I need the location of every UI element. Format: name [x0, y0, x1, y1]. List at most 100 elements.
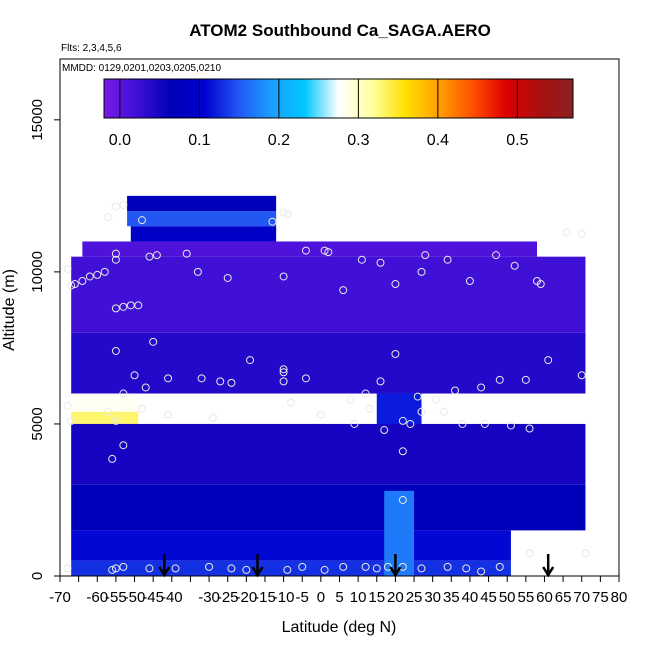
x-tick-label: -40 [161, 589, 183, 606]
x-tick-label: 55 [517, 589, 534, 606]
heatmap-cell [71, 484, 586, 531]
x-tick-label: 75 [592, 589, 609, 606]
sample-point [417, 407, 426, 416]
sample-point [391, 280, 400, 289]
sample-point [316, 410, 325, 419]
sample-point [339, 562, 348, 571]
sample-point [182, 249, 191, 258]
colorbar: 0.0 0.1 0.2 0.3 0.4 0.5 [103, 78, 574, 149]
sample-point [111, 202, 120, 211]
x-tick-label: 70 [573, 589, 590, 606]
x-tick-label: 65 [555, 589, 572, 606]
x-tick-label: -45 [142, 589, 164, 606]
sample-point [242, 565, 251, 574]
sample-point [492, 251, 501, 260]
sample-point [544, 356, 553, 365]
sample-point [451, 386, 460, 395]
x-axis: -70 -60-55-50-45-40 -30-25-20-15-10 -5 0 5 10 1… [49, 576, 627, 606]
heatmap-cell [82, 241, 538, 257]
sample-point [301, 374, 310, 383]
sample-point [380, 426, 389, 435]
sample-point [324, 248, 333, 257]
heatmap-cell [127, 195, 277, 212]
sample-point [365, 404, 374, 413]
sample-point [164, 410, 173, 419]
x-tick-label: 80 [611, 589, 628, 606]
sample-point [346, 395, 355, 404]
sample-point [134, 301, 143, 310]
sample-point [391, 349, 400, 358]
sample-point [63, 401, 72, 410]
x-tick-label: 0 [317, 589, 325, 606]
sample-point [108, 454, 117, 463]
sample-point [227, 378, 236, 387]
sample-point [279, 208, 288, 217]
x-tick-label: -55 [105, 589, 127, 606]
sample-point [145, 252, 154, 261]
sample-point [477, 383, 486, 392]
sample-point [398, 447, 407, 456]
x-tick-label: 5 [335, 589, 343, 606]
sample-point [279, 368, 288, 377]
latitude-arrow-head [542, 566, 555, 578]
x-axis-label: Latitude (deg N) [282, 619, 397, 636]
sample-point [320, 246, 329, 255]
sample-point [111, 416, 120, 425]
sample-point [406, 419, 415, 428]
colorbar-tick-label: 0.3 [347, 132, 369, 149]
x-tick-label: 35 [443, 589, 460, 606]
heatmap-cell [71, 423, 586, 485]
sample-point [223, 273, 232, 282]
x-tick-label: 40 [462, 589, 479, 606]
sample-point [130, 371, 139, 380]
y-tick-label: 15000 [29, 99, 46, 141]
sample-point [63, 564, 72, 573]
sample-point [197, 374, 206, 383]
heatmap-cell [71, 256, 586, 333]
sample-point [443, 562, 452, 571]
sample-point [67, 281, 76, 290]
sample-point [111, 564, 120, 573]
sample-point [361, 389, 370, 398]
sample-point [376, 377, 385, 386]
sample-point [480, 419, 489, 428]
sample-point [63, 264, 72, 273]
colorbar-tick-label: 0.5 [506, 132, 528, 149]
sample-point [432, 395, 441, 404]
sample-point [227, 564, 236, 573]
x-tick-label: 20 [387, 589, 404, 606]
sample-point [104, 407, 113, 416]
sample-point [149, 337, 158, 346]
x-tick-label: 50 [499, 589, 516, 606]
sample-point [577, 371, 586, 380]
sample-point [137, 216, 146, 225]
x-tick-label: -30 [198, 589, 220, 606]
sample-point [443, 255, 452, 264]
x-tick-label: 30 [424, 589, 441, 606]
latitude-arrow-head [251, 566, 264, 578]
sample-point [171, 564, 180, 573]
sample-point [78, 277, 87, 286]
y-axis: 0 5000 10000 15000 [29, 99, 60, 580]
sample-point [465, 277, 474, 286]
sample-point [145, 564, 154, 573]
sample-point [283, 565, 292, 574]
y-axis-label: Altitude (m) [1, 269, 18, 351]
sample-point [521, 375, 530, 384]
sample-point [581, 549, 590, 558]
sample-point [350, 419, 359, 428]
sample-point [111, 346, 120, 355]
sample-point [413, 392, 422, 401]
heatmap-cell [71, 332, 586, 394]
sample-point [193, 267, 202, 276]
x-tick-label: -15 [254, 589, 276, 606]
colorbar-tick-label: 0.2 [268, 132, 290, 149]
sample-point [93, 270, 102, 279]
heatmap-cell [71, 530, 511, 561]
sample-point [398, 495, 407, 504]
sample-point [246, 356, 255, 365]
sample-point [119, 200, 128, 209]
sample-point [421, 251, 430, 260]
